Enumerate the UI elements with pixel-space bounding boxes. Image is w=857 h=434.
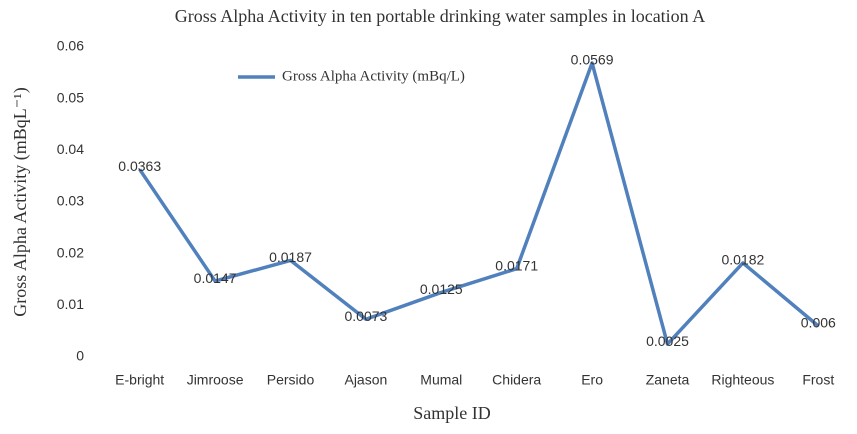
- x-tick-label: Ajason: [344, 372, 387, 388]
- data-label: 0.0187: [269, 249, 312, 265]
- x-tick-label: Jimroose: [187, 372, 244, 388]
- x-axis-label: Sample ID: [413, 403, 490, 423]
- data-label: 0.0025: [646, 333, 689, 349]
- y-tick-label: 0.01: [57, 296, 84, 312]
- chart-title: Gross Alpha Activity in ten portable dri…: [175, 6, 705, 26]
- y-tick-label: 0.03: [57, 193, 84, 209]
- y-axis-label: Gross Alpha Activity (mBqL⁻¹): [10, 87, 31, 316]
- data-label: 0.0363: [118, 158, 161, 174]
- x-tick-label: Persido: [267, 372, 315, 388]
- y-tick-label: 0: [76, 348, 84, 364]
- x-tick-label: E-bright: [115, 372, 164, 388]
- x-tick-label: Mumal: [420, 372, 462, 388]
- data-label: 0.0147: [194, 270, 237, 286]
- data-label: 0.0182: [721, 252, 764, 268]
- data-label: 0.0569: [571, 52, 614, 68]
- x-tick-label: Chidera: [492, 372, 541, 388]
- y-tick-label: 0.05: [57, 89, 84, 105]
- x-tick-label: Frost: [802, 372, 834, 388]
- y-tick-label: 0.02: [57, 244, 84, 260]
- data-label: 0.0073: [344, 308, 387, 324]
- y-tick-label: 0.06: [57, 38, 84, 54]
- x-tick-label: Ero: [581, 372, 603, 388]
- series-line: [138, 61, 820, 346]
- legend-label: Gross Alpha Activity (mBq/L): [282, 68, 465, 84]
- data-label: 0.006: [801, 315, 836, 331]
- x-tick-label: Righteous: [711, 372, 774, 388]
- y-tick-label: 0.04: [57, 141, 84, 157]
- data-label: 0.0125: [420, 281, 463, 297]
- data-label: 0.0171: [495, 257, 538, 273]
- x-tick-label: Zaneta: [646, 372, 690, 388]
